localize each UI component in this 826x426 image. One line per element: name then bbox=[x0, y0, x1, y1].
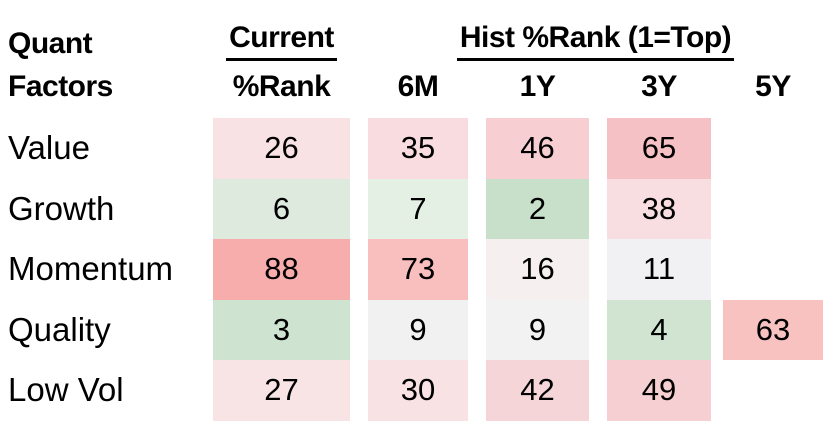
cell-momentum-current: 88 bbox=[213, 239, 350, 300]
cell-value-1y: 46 bbox=[486, 118, 589, 179]
cell-growth-1y: 2 bbox=[486, 178, 589, 239]
cell-empty-momentum-5y bbox=[723, 239, 823, 300]
column-header-current-percent-rank: %Rank bbox=[232, 70, 331, 103]
cell-growth-3y: 38 bbox=[607, 178, 711, 239]
column-header-6m: 6M bbox=[397, 70, 439, 103]
cell-empty-value-5y bbox=[723, 118, 823, 179]
column-header-3y: 3Y bbox=[641, 70, 677, 103]
current-group-header: Current bbox=[213, 10, 350, 62]
cell-value-3y: 65 bbox=[607, 118, 711, 179]
column-header-1y: 1Y bbox=[519, 70, 556, 103]
cell-low-vol-current: 27 bbox=[213, 360, 350, 421]
cell-momentum-3y: 11 bbox=[607, 239, 711, 300]
cell-growth-6m: 7 bbox=[368, 178, 468, 239]
cell-value-6m: 35 bbox=[368, 118, 468, 179]
cell-quality-1y: 9 bbox=[486, 299, 589, 360]
cell-quality-6m: 9 bbox=[368, 299, 468, 360]
cell-quality-current: 3 bbox=[213, 299, 350, 360]
table-title-line1: Quant bbox=[8, 27, 93, 60]
row-label-quality: Quality bbox=[8, 310, 111, 348]
current-group-title: Current bbox=[226, 21, 337, 61]
hist-group-title: Hist %Rank (1=Top) bbox=[456, 21, 735, 61]
column-header-5y: 5Y bbox=[755, 70, 791, 103]
cell-momentum-6m: 73 bbox=[368, 239, 468, 300]
row-label-momentum: Momentum bbox=[8, 250, 174, 288]
hist-group-header: Hist %Rank (1=Top) bbox=[368, 10, 823, 62]
row-label-low-vol: Low Vol bbox=[8, 371, 124, 409]
cell-growth-current: 6 bbox=[213, 178, 350, 239]
cell-value-current: 26 bbox=[213, 118, 350, 179]
table-title-line2: Factors bbox=[8, 70, 113, 103]
cell-momentum-1y: 16 bbox=[486, 239, 589, 300]
row-label-growth: Growth bbox=[8, 189, 115, 227]
cell-low-vol-6m: 30 bbox=[368, 360, 468, 421]
cell-empty-low-vol-5y bbox=[723, 360, 823, 421]
row-label-value: Value bbox=[8, 129, 90, 167]
cell-low-vol-3y: 49 bbox=[607, 360, 711, 421]
cell-low-vol-1y: 42 bbox=[486, 360, 589, 421]
cell-quality-3y: 4 bbox=[607, 299, 711, 360]
cell-empty-growth-5y bbox=[723, 179, 823, 240]
cell-quality-5y: 63 bbox=[723, 299, 823, 360]
